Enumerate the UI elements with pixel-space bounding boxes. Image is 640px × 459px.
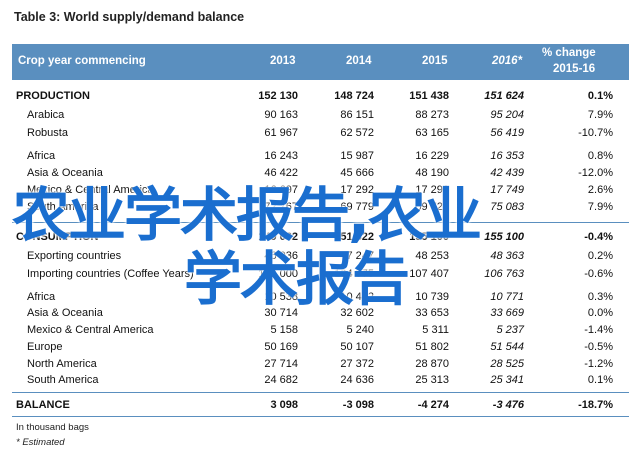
section-divider [12,392,629,393]
cell-change: -1.2% [584,356,613,372]
cell-2016: 33 669 [490,305,524,321]
table-title: Table 3: World supply/demand balance [14,10,244,24]
column-header-2016: 2016* [492,55,522,67]
cell-change: -0.4% [584,229,613,245]
cell-2016: -3 476 [493,397,524,413]
cell-change: 7.9% [588,199,613,215]
cell-2015: 107 407 [409,266,449,282]
cell-2015: -4 274 [418,397,449,413]
cell-2015: 33 653 [415,305,449,321]
cell-change: -0.5% [584,339,613,355]
cell-2015: 51 802 [415,339,449,355]
cell-2014: 62 572 [340,125,374,141]
row-label: Africa [27,289,55,305]
cell-2014: 24 636 [340,372,374,388]
cell-2015: 63 165 [415,125,449,141]
cell-change: -1.4% [584,322,613,338]
cell-2016: 151 624 [484,88,524,104]
cell-2014: 15 987 [340,148,374,164]
cell-change: 0.0% [588,305,613,321]
cell-change: -12.0% [578,165,613,181]
cell-2014: -3 098 [343,397,374,413]
cell-2016: 5 237 [496,322,524,338]
column-header-2013: 2013 [270,55,296,67]
table-row: Africa 16 243 15 987 16 229 16 353 0.8% [12,148,629,164]
cell-change: 7.9% [588,107,613,123]
cell-2015: 5 311 [422,322,449,338]
cell-2015: 88 273 [415,107,449,123]
table-row: PRODUCTION 152 130 148 724 151 438 151 6… [12,88,629,104]
watermark-text: 学术报告 [184,232,408,316]
cell-2016: 48 363 [490,248,524,264]
table-row: BALANCE 3 098 -3 098 -4 274 -3 476 -18.7… [12,397,629,413]
cell-2015: 10 739 [415,289,449,305]
row-label: BALANCE [16,397,70,413]
table-row: North America 27 714 27 372 28 870 28 52… [12,356,629,372]
cell-change: 0.1% [588,88,613,104]
row-label: Arabica [27,107,64,123]
cell-change: 0.2% [588,248,613,264]
cell-2016: 106 763 [484,266,524,282]
row-label: Mexico & Central America [27,322,154,338]
cell-change: 0.3% [588,289,613,305]
column-header-change-line2: 2015-16 [553,63,595,75]
cell-change: -10.7% [578,125,613,141]
cell-2014: 27 372 [340,356,374,372]
column-header-2015: 2015 [422,55,448,67]
cell-2014: 5 240 [346,322,374,338]
cell-2016: 28 525 [490,356,524,372]
cell-2013: 16 243 [264,148,298,164]
cell-change: -18.7% [578,397,613,413]
cell-2015: 28 870 [415,356,449,372]
table-row: Europe 50 169 50 107 51 802 51 544 -0.5% [12,339,629,355]
cell-2015: 25 313 [415,372,449,388]
row-label: South America [27,372,99,388]
column-header-change-line1: % change [542,47,596,59]
cell-change: 2.6% [588,182,613,198]
cell-2015: 151 438 [409,88,449,104]
cell-change: 0.1% [588,372,613,388]
cell-2016: 155 100 [484,229,524,245]
cell-2013: 90 163 [264,107,298,123]
cell-2013: 3 098 [270,397,298,413]
cell-2013: 152 130 [258,88,298,104]
cell-2016: 75 083 [490,199,524,215]
cell-2016: 25 341 [490,372,524,388]
row-label: Importing countries (Coffee Years) [27,266,194,282]
column-header-2014: 2014 [346,55,372,67]
cell-2016: 17 749 [490,182,524,198]
row-label: Asia & Oceania [27,305,103,321]
cell-2016: 51 544 [490,339,524,355]
table-row: South America 24 682 24 636 25 313 25 34… [12,372,629,388]
cell-2013: 61 967 [264,125,298,141]
cell-change: -0.6% [584,266,613,282]
footnote-units: In thousand bags [16,422,89,433]
cell-2013: 5 158 [270,322,298,338]
cell-2014: 50 107 [340,339,374,355]
cell-2016: 16 353 [490,148,524,164]
footnote-estimated: * Estimated [16,437,65,448]
cell-2013: 50 169 [264,339,298,355]
column-header-label: Crop year commencing [18,55,146,67]
cell-2016: 95 204 [490,107,524,123]
row-label: North America [27,356,97,372]
table-row: Robusta 61 967 62 572 63 165 56 419 -10.… [12,125,629,141]
table-bottom-rule [12,416,629,417]
table-row: Mexico & Central America 5 158 5 240 5 3… [12,322,629,338]
table-row: Arabica 90 163 86 151 88 273 95 204 7.9% [12,107,629,123]
cell-2016: 10 771 [490,289,524,305]
row-label: Robusta [27,125,68,141]
cell-change: 0.8% [588,148,613,164]
row-label: Europe [27,339,62,355]
cell-2016: 42 439 [490,165,524,181]
cell-2015: 16 229 [415,148,449,164]
cell-2013: 24 682 [264,372,298,388]
cell-2014: 148 724 [334,88,374,104]
table-header: Crop year commencing 2013 2014 2015 2016… [12,44,629,80]
cell-2014: 86 151 [340,107,374,123]
cell-2013: 27 714 [264,356,298,372]
row-label: PRODUCTION [16,88,90,104]
cell-2016: 56 419 [490,125,524,141]
row-label: Africa [27,148,55,164]
